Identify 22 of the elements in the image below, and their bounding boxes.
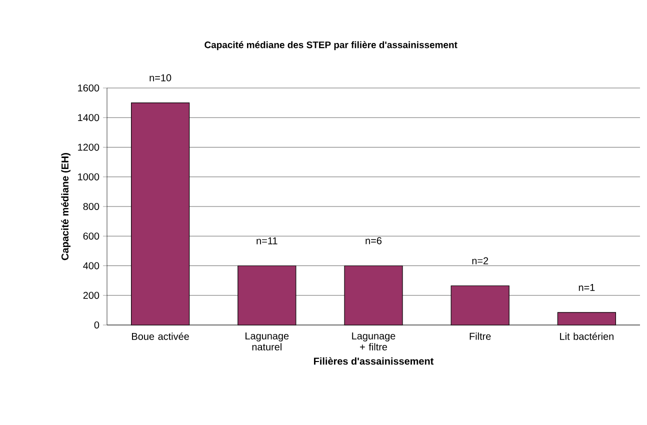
chart-title: Capacité médiane des STEP par filière d'assainissement [204,41,458,50]
annotation: n=11 [256,237,278,244]
y-tick-label: 1400 [78,114,100,122]
y-tick-label: 1600 [78,84,100,92]
x-tick-label: Lit bactérien [560,332,614,340]
x-tick-label: Lagunage naturel [246,332,289,350]
x-tick-label: Filtre [470,332,491,340]
x-tick-label: Lagunage + filtre [352,332,396,350]
y-axis-title: Capacité médiane (EH) [61,153,70,260]
y-tick-label: 800 [83,202,100,210]
y-tick-label: 200 [83,292,100,299]
y-tick-label: 0 [94,321,100,329]
annotation: n=1 [578,284,595,291]
y-tick-label: 1000 [78,173,100,180]
annotation: n=6 [366,237,382,244]
x-axis-title: Filières d'assainissement [314,357,434,365]
annotation: n=10 [150,74,172,82]
y-tick-label: 400 [83,262,100,270]
x-tick-label: Boue activée [132,332,189,340]
y-tick-label: 600 [83,232,100,240]
y-tick-label: 1200 [78,144,100,151]
annotation: n=2 [472,257,488,264]
